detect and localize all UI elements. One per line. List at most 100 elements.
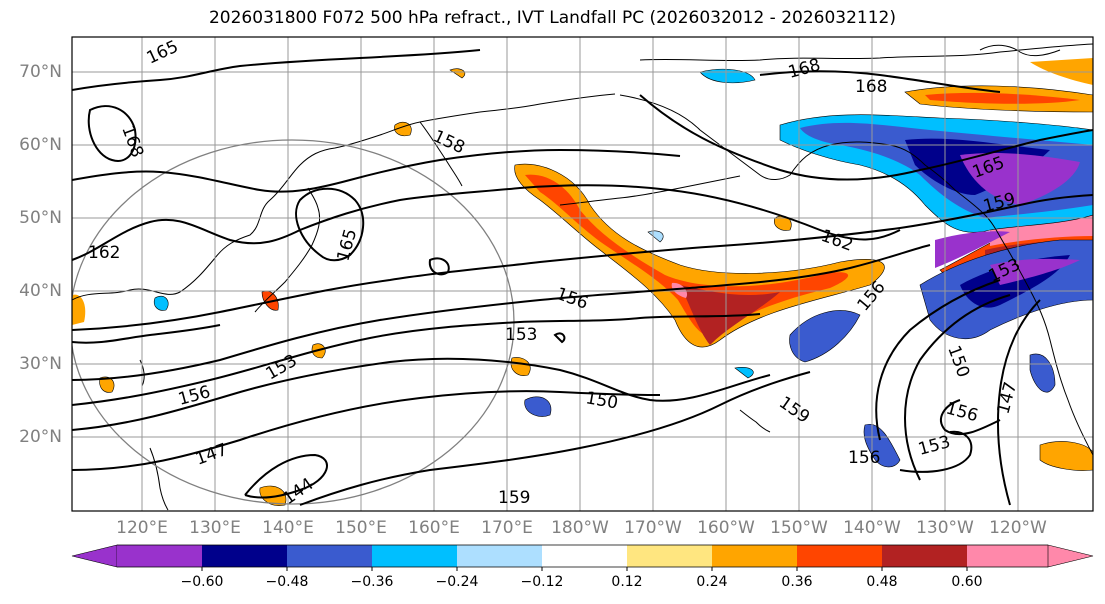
colorbar-tick-label: 0.12 [611,574,643,590]
lon-label: 150°E [335,518,387,538]
colorbar-tick-label: −0.12 [520,574,564,590]
contour-165-north [72,148,681,193]
contour-east-trough-2 [904,294,1011,481]
warm-spot-5 [99,376,115,393]
lon-label: 180°W [551,518,609,538]
contour-147-south [72,390,661,471]
colorbar-segment [117,545,202,567]
lon-label: 140°W [843,518,901,538]
map-frame [71,36,1094,512]
purple-alaska-gulf [960,152,1080,205]
contour-150-south [72,357,771,431]
colorbar-segment [372,545,457,567]
lon-label: 140°E [262,518,314,538]
lon-label: 160°E [408,518,460,538]
lat-label: 70°N [19,62,62,82]
coast-east-asia [72,93,616,301]
contour-159-north [72,194,1093,331]
colorbar-segment [627,545,712,567]
colorbar-tick-label: −0.24 [435,574,479,590]
contour-168-right [639,94,1093,181]
cool-japan-spot [153,295,169,311]
colorbar-segment [287,545,372,567]
warm-spot-6 [449,68,466,79]
lon-label: 160°W [697,518,755,538]
cool-tropic-2 [863,423,901,468]
contour-165-loop [87,105,137,162]
lon-label: 170°E [481,518,533,538]
strong-alaska-north [925,92,1080,104]
warm-south-east [1039,441,1093,471]
colorbar-tick-label: 0.48 [866,574,898,590]
colorbar-arrow-left [71,544,118,568]
colorbar-tick-label: 0.24 [696,574,728,590]
contour-label: 162 [88,243,120,263]
colorbar-arrow-right [1047,544,1094,568]
lat-label: 60°N [19,135,62,155]
coast-arctic-islands [979,44,1061,57]
contour-156 [72,244,931,381]
colorbar-segment [202,545,287,567]
contour-east-trough-1 [875,279,1001,441]
contour-162 [72,184,901,261]
coast-canada-top [639,43,1093,62]
contour-small-loop-2 [553,332,566,344]
contour-east-trough-3 [940,399,1001,436]
lon-label: 130°E [189,518,241,538]
colorbar-tick-label: 0.60 [951,574,983,590]
colorbar-segment [797,545,882,567]
lat-label: 40°N [19,281,62,301]
contour-label: 168 [855,77,887,97]
colorbar-segment [457,545,542,567]
colorbar [71,544,1094,571]
lon-label: 150°W [770,518,828,538]
contour-168-top [72,49,481,91]
colorbar-segment [542,545,627,567]
colorbar-tick-label: −0.48 [265,574,309,590]
warm-west-edge [72,294,86,325]
lon-label: 120°E [116,518,168,538]
cool-small-2 [734,367,754,379]
lon-label: 170°W [624,518,682,538]
coast-hawaii [739,409,771,433]
map-panel: 165 168 168 168 158 165 162 162 165 159 … [72,37,1093,511]
contour-159-south [299,371,811,506]
coast-japan [254,187,321,313]
colorbar-tick-label: −0.60 [180,574,224,590]
colorbar-tick-label: −0.36 [350,574,394,590]
purple-coast-south [990,258,1080,285]
coastlines [72,43,1093,511]
lat-label: 20°N [19,427,62,447]
purple-coast-band [935,231,1010,268]
contour-144 [244,453,328,499]
figure-title: 2026031800 F072 500 hPa refract., IVT La… [208,8,896,28]
shading-negative [153,68,1093,468]
lat-label: 50°N [19,208,62,228]
contour-small-loop [428,257,450,276]
contour-153 [72,313,761,406]
contour-168-arc [759,70,1001,93]
warm-band-pacific [514,163,885,348]
coast-taiwan [139,359,145,387]
refractivity-contours [72,49,1093,506]
coast-alaska [619,94,1093,456]
cool-small-1 [647,230,664,243]
colorbar-segment [712,545,797,567]
cool-mid-pacific [789,310,861,363]
colorbar-tick-label: 0.36 [781,574,813,590]
contour-label: 159 [498,488,530,508]
cool-tropic-1 [524,396,552,417]
graticule [72,37,1093,511]
contour-label: 156 [848,448,880,468]
pink-core [671,282,688,298]
contour-label: 153 [505,325,537,345]
colorbar-segment [967,545,1048,567]
lat-label: 30°N [19,354,62,374]
cool-top-1 [699,68,756,84]
colorbar-segment [882,545,967,567]
contour-153-loop-south [899,430,973,473]
contour-165-circle [295,187,365,262]
coast-aleutians [559,175,741,206]
lon-label: 120°W [989,518,1047,538]
